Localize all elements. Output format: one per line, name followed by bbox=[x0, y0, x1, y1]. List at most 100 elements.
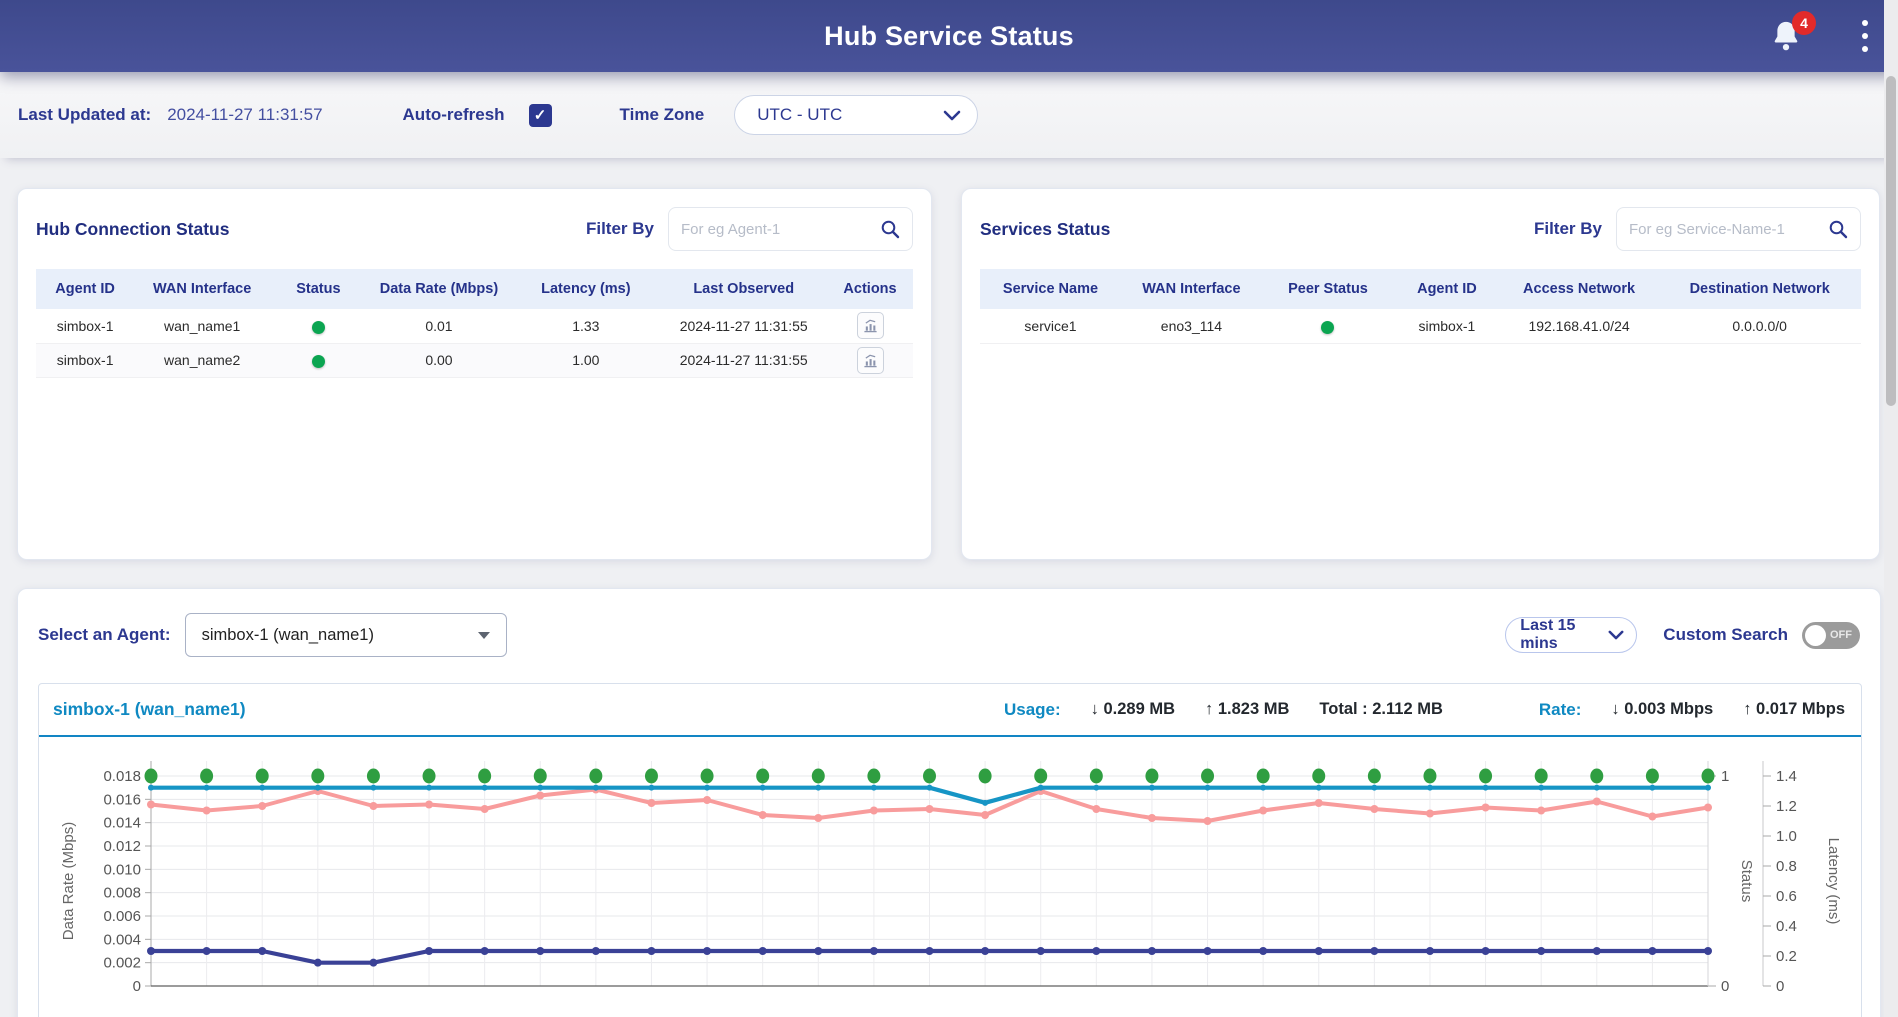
header-actions: 4 bbox=[1770, 0, 1872, 72]
status-point bbox=[1257, 769, 1270, 784]
marker-upload_rate_mbps bbox=[982, 800, 988, 806]
agent-select-value: simbox-1 (wan_name1) bbox=[202, 626, 478, 645]
table-cell: wan_name1 bbox=[134, 309, 270, 343]
auto-refresh-label: Auto-refresh bbox=[403, 105, 505, 125]
status-point bbox=[1702, 769, 1715, 784]
left-tick-label: 0.018 bbox=[103, 768, 141, 785]
time-range-select[interactable]: Last 15 mins bbox=[1505, 617, 1637, 653]
marker-latency_ms bbox=[1426, 810, 1434, 818]
agent-selector-row: Select an Agent: simbox-1 (wan_name1) La… bbox=[38, 613, 1860, 657]
status-point bbox=[701, 769, 714, 784]
status-cell bbox=[270, 309, 366, 343]
latency-tick-label: 0.8 bbox=[1776, 858, 1797, 875]
kebab-menu-button[interactable] bbox=[1858, 16, 1872, 56]
app-header: Hub Service Status 4 bbox=[0, 0, 1898, 72]
table-cell: 1.00 bbox=[511, 343, 660, 377]
page-scrollbar[interactable] bbox=[1884, 0, 1898, 1017]
usage-label: Usage: bbox=[1004, 700, 1061, 720]
latency-tick-label: 0.4 bbox=[1776, 918, 1797, 935]
chart-title: simbox-1 (wan_name1) bbox=[53, 699, 246, 720]
marker-download_rate_mbps bbox=[1370, 947, 1378, 955]
page-title: Hub Service Status bbox=[824, 21, 1074, 52]
chevron-down-icon bbox=[943, 110, 961, 121]
left-tick-label: 0.012 bbox=[103, 838, 141, 855]
status-dot-up bbox=[312, 321, 325, 334]
table-cell: 0.0.0.0/0 bbox=[1658, 309, 1861, 343]
status-tick-label: 1 bbox=[1721, 768, 1729, 785]
marker-download_rate_mbps bbox=[592, 947, 600, 955]
marker-latency_ms bbox=[1315, 799, 1323, 807]
services-panel-title: Services Status bbox=[980, 219, 1110, 240]
search-icon[interactable] bbox=[1828, 219, 1848, 239]
marker-upload_rate_mbps bbox=[593, 785, 599, 791]
hub-filter-input[interactable] bbox=[681, 221, 880, 238]
agent-select[interactable]: simbox-1 (wan_name1) bbox=[185, 613, 507, 657]
marker-upload_rate_mbps bbox=[315, 785, 321, 791]
status-point bbox=[1646, 769, 1659, 784]
marker-upload_rate_mbps bbox=[204, 785, 210, 791]
auto-refresh-checkbox[interactable]: ✓ bbox=[529, 104, 552, 127]
status-point bbox=[145, 769, 158, 784]
status-axis-title: Status bbox=[1738, 860, 1755, 903]
marker-download_rate_mbps bbox=[1482, 947, 1490, 955]
table-cell: 2024-11-27 11:31:55 bbox=[660, 309, 827, 343]
toggle-state-label: OFF bbox=[1830, 629, 1852, 641]
table-cell: 0.01 bbox=[367, 309, 512, 343]
status-dot-up bbox=[312, 355, 325, 368]
marker-download_rate_mbps bbox=[1148, 947, 1156, 955]
select-agent-label: Select an Agent: bbox=[38, 625, 171, 645]
notifications-button[interactable]: 4 bbox=[1770, 19, 1804, 53]
latency-axis-title: Latency (ms) bbox=[1825, 838, 1842, 925]
column-header: Actions bbox=[827, 269, 913, 309]
rate-download-value: ↓ 0.003 Mbps bbox=[1611, 700, 1713, 719]
search-icon[interactable] bbox=[880, 219, 900, 239]
marker-latency_ms bbox=[1482, 804, 1490, 812]
agent-chart-panel: Select an Agent: simbox-1 (wan_name1) La… bbox=[17, 588, 1881, 1017]
status-point bbox=[867, 769, 880, 784]
services-table-header-row: Service NameWAN InterfacePeer StatusAgen… bbox=[980, 269, 1861, 309]
marker-latency_ms bbox=[1259, 807, 1267, 815]
status-point bbox=[1535, 769, 1548, 784]
column-header: Agent ID bbox=[1394, 269, 1500, 309]
marker-download_rate_mbps bbox=[814, 947, 822, 955]
top-panels: Hub Connection Status Filter By Agent ID… bbox=[0, 158, 1898, 560]
caret-down-icon bbox=[478, 632, 490, 639]
marker-upload_rate_mbps bbox=[1038, 785, 1044, 791]
chart-header: simbox-1 (wan_name1) Usage: ↓ 0.289 MB ↑… bbox=[39, 684, 1861, 737]
status-point bbox=[812, 769, 825, 784]
marker-download_rate_mbps bbox=[147, 947, 155, 955]
marker-latency_ms bbox=[759, 811, 767, 819]
marker-upload_rate_mbps bbox=[1260, 785, 1266, 791]
column-header: Peer Status bbox=[1262, 269, 1394, 309]
view-chart-button[interactable] bbox=[857, 312, 884, 339]
view-chart-button[interactable] bbox=[857, 347, 884, 374]
status-point bbox=[478, 769, 491, 784]
marker-upload_rate_mbps bbox=[148, 785, 154, 791]
marker-latency_ms bbox=[981, 811, 989, 819]
custom-search-toggle[interactable]: OFF bbox=[1802, 622, 1860, 649]
status-point bbox=[1312, 769, 1325, 784]
usage-download-value: ↓ 0.289 MB bbox=[1091, 700, 1175, 719]
status-point bbox=[367, 769, 380, 784]
services-filter-input[interactable] bbox=[1629, 221, 1828, 238]
marker-upload_rate_mbps bbox=[1427, 785, 1433, 791]
status-point bbox=[645, 769, 658, 784]
hub-filter-box bbox=[668, 207, 913, 251]
notification-badge: 4 bbox=[1792, 11, 1816, 35]
scrollbar-thumb[interactable] bbox=[1886, 76, 1896, 406]
marker-upload_rate_mbps bbox=[927, 785, 933, 791]
marker-upload_rate_mbps bbox=[871, 785, 877, 791]
column-header: Destination Network bbox=[1658, 269, 1861, 309]
chevron-down-icon bbox=[1608, 630, 1624, 640]
time-zone-value: UTC - UTC bbox=[757, 105, 943, 125]
toolbar: Last Updated at: 2024-11-27 11:31:57 Aut… bbox=[0, 72, 1898, 158]
status-point bbox=[589, 769, 602, 784]
time-zone-select[interactable]: UTC - UTC bbox=[734, 95, 978, 135]
marker-download_rate_mbps bbox=[926, 947, 934, 955]
table-cell: 192.168.41.0/24 bbox=[1500, 309, 1659, 343]
marker-latency_ms bbox=[1648, 813, 1656, 821]
hub-table-header-row: Agent IDWAN InterfaceStatusData Rate (Mb… bbox=[36, 269, 913, 309]
latency-tick-label: 0 bbox=[1776, 978, 1784, 995]
rate-upload-value: ↑ 0.017 Mbps bbox=[1743, 700, 1845, 719]
status-point bbox=[1368, 769, 1381, 784]
